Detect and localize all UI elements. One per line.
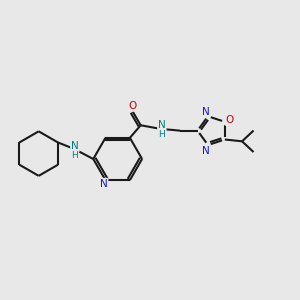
Text: N: N [100, 179, 108, 189]
Text: N: N [202, 106, 210, 117]
Text: H: H [71, 151, 78, 160]
Text: O: O [225, 115, 234, 125]
Text: N: N [202, 146, 210, 156]
Text: H: H [158, 130, 165, 139]
Text: O: O [129, 101, 137, 111]
Text: N: N [71, 141, 79, 152]
Text: N: N [158, 120, 166, 130]
